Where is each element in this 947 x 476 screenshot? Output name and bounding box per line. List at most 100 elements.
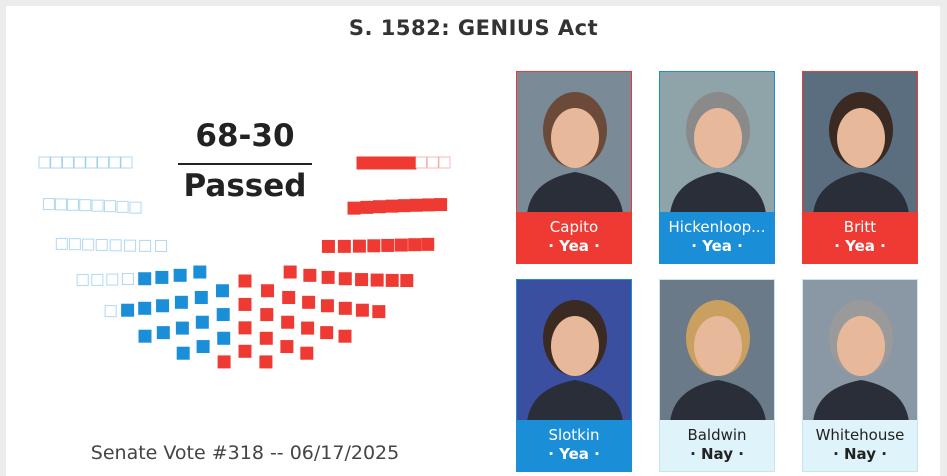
seat [423,199,435,211]
seat [96,239,107,250]
seat [98,157,109,168]
seat [177,347,189,359]
seat [196,316,208,328]
senator-name: Whitehouse [803,426,917,444]
seat [157,327,169,339]
senator-name: Capito [517,218,631,236]
vote-label: Hickenloop...· Yea · [660,212,774,263]
senator-name: Baldwin [660,426,774,444]
seat [368,240,380,252]
vote-label: Slotkin· Yea · [517,420,631,471]
senator-card: Baldwin· Nay · [659,279,775,472]
portrait [803,280,918,422]
seat [392,157,404,169]
seat [195,292,207,304]
seat [130,202,141,213]
seat [261,309,273,321]
seat [122,274,133,285]
seat [283,292,295,304]
seat [104,201,115,212]
senator-card: Britt· Yea · [802,71,918,264]
senator-card: Capito· Yea · [516,71,632,264]
seat [371,274,383,286]
seat [109,157,120,168]
seat [356,274,368,286]
seat [55,199,66,210]
vote-label: Whitehouse· Nay · [803,420,917,471]
seat [176,322,188,334]
seat [361,201,373,213]
seat [51,157,62,168]
seat [322,271,334,283]
vote-label: Baldwin· Nay · [660,420,774,471]
seat [260,332,272,344]
seat [262,285,274,297]
senator-card: Slotkin· Yea · [516,279,632,472]
seat [140,240,151,251]
seat [339,330,351,342]
vote-label: Capito· Yea · [517,212,631,263]
footer: Senate Vote #318 -- 06/17/2025 [40,442,450,464]
senator-card: Hickenloop...· Yea · [659,71,775,264]
seat [322,240,334,252]
portrait [517,72,632,214]
portrait [803,72,918,214]
seat [74,157,85,168]
seat [117,201,128,212]
vote-label: Britt· Yea · [803,212,917,263]
seat [410,199,422,211]
seat [83,239,94,250]
seat [68,199,79,210]
senator-vote: · Yea · [517,237,631,255]
seat [427,157,438,168]
seat [92,274,103,285]
seat [303,296,315,308]
seat [369,157,381,169]
senator-vote: · Nay · [803,445,917,463]
seat [77,275,88,286]
seat [356,304,368,316]
senator-vote: · Yea · [517,445,631,463]
seat [62,157,73,168]
vote-status: Passed [150,168,340,204]
seat [218,356,230,368]
senator-vote: · Nay · [660,445,774,463]
seat [401,275,413,287]
portrait [517,280,632,422]
seat [302,322,314,334]
seat [281,341,293,353]
seat [239,322,251,334]
portrait [660,280,775,422]
vote-score: 68-30 [165,118,325,154]
seat [217,309,229,321]
seat [239,345,251,357]
senator-vote: · Yea · [803,237,917,255]
seat [374,201,386,213]
seat [139,302,151,314]
seat [43,199,54,210]
portrait [660,72,775,214]
seat [69,239,80,250]
seat [107,274,118,285]
seat [105,306,116,317]
seat [197,341,209,353]
seat [282,316,294,328]
seat [353,240,365,252]
seat [422,238,434,250]
seat [92,200,103,211]
senator-vote: · Yea · [660,237,774,255]
seat [321,300,333,312]
seat [122,304,134,316]
seat [239,298,251,310]
seat [435,199,447,211]
seat [304,269,316,281]
seat [156,271,168,283]
seat [416,157,427,168]
seat [339,302,351,314]
seat [395,239,407,251]
senator-name: Hickenloop... [660,218,774,236]
seat [321,327,333,339]
seat [175,296,187,308]
seat [239,275,251,287]
seat [382,239,394,251]
